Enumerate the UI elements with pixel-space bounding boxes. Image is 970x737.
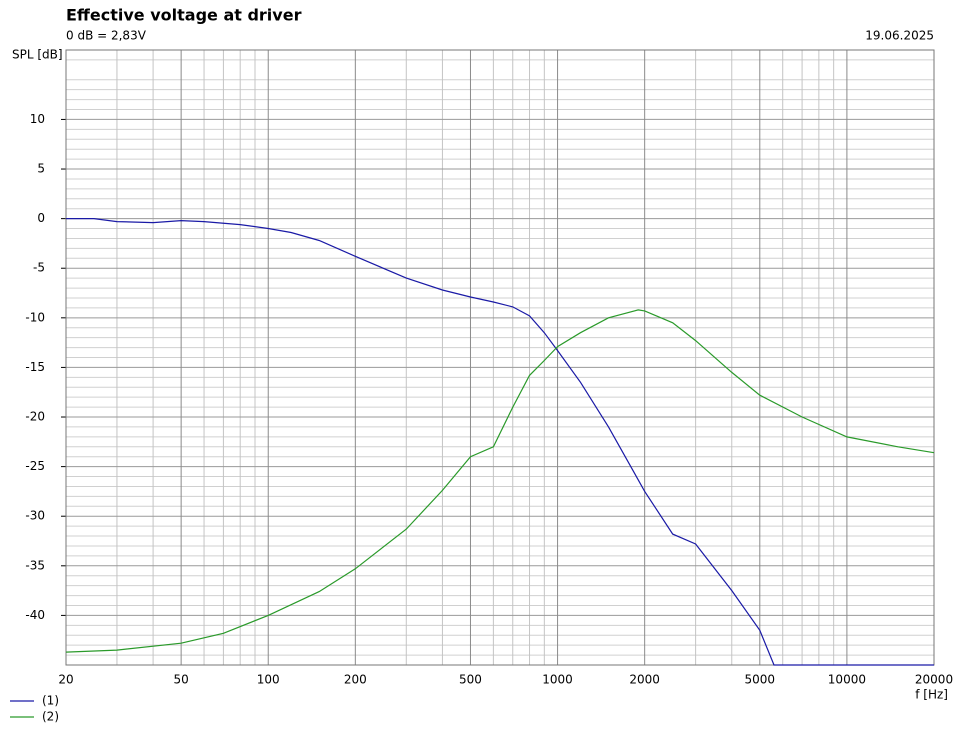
x-tick-label: 10000 [828, 673, 866, 687]
y-axis-label: SPL [dB] [12, 48, 63, 62]
legend-label: (2) [42, 710, 59, 724]
chart-title: Effective voltage at driver [66, 6, 302, 25]
y-tick-label: 5 [37, 162, 45, 176]
y-tick-label: -35 [25, 558, 45, 572]
x-tick-label: 500 [459, 673, 482, 687]
y-tick-label: -10 [25, 310, 45, 324]
y-tick-label: -20 [25, 410, 45, 424]
x-tick-label: 1000 [542, 673, 573, 687]
legend-label: (1) [42, 694, 59, 708]
data-line [65, 309, 935, 653]
x-axis-label: f [Hz] [915, 688, 948, 702]
y-tick-label: -40 [25, 608, 45, 622]
data-line [66, 218, 934, 666]
date: 19.06.2025 [865, 29, 934, 43]
y-tick-label: -25 [25, 459, 45, 473]
y-tick-label: -30 [25, 509, 45, 523]
x-tick-label: 20000 [915, 673, 953, 687]
y-tick-label: -5 [33, 261, 45, 275]
x-tick-label: 200 [344, 673, 367, 687]
subtitle: 0 dB = 2,83V [66, 29, 147, 43]
x-tick-label: 2000 [629, 673, 660, 687]
x-tick-label: 5000 [745, 673, 776, 687]
y-tick-label: 10 [30, 112, 45, 126]
x-tick-label: 100 [257, 673, 280, 687]
x-tick-label: 50 [173, 673, 188, 687]
y-tick-label: -15 [25, 360, 45, 374]
y-tick-label: 0 [37, 211, 45, 225]
plot-border [65, 49, 935, 666]
x-tick-label: 20 [58, 673, 73, 687]
